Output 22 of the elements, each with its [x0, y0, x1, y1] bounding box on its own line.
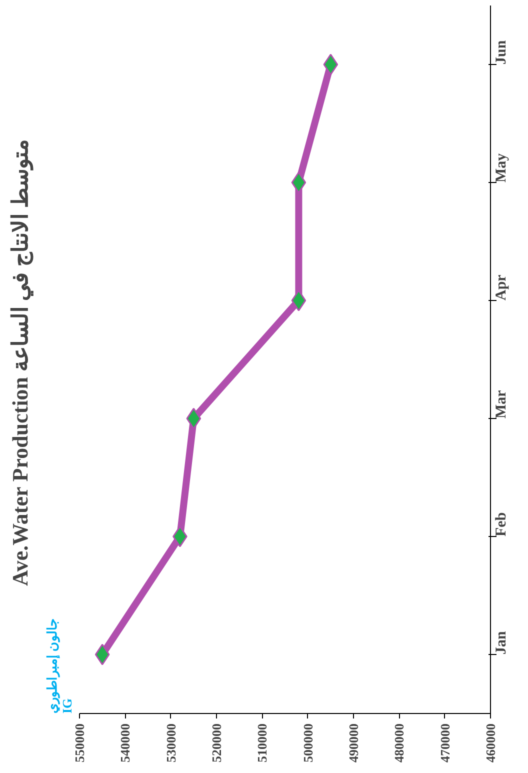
point: [323, 54, 338, 76]
x-tick-label: 550000: [72, 724, 87, 762]
y-tick-label: Feb: [494, 512, 510, 536]
point: [94, 644, 110, 666]
point: [291, 172, 306, 194]
point: [291, 290, 306, 312]
x-tick-label: 470000: [437, 724, 452, 762]
x-tick-label: 510000: [254, 724, 270, 762]
point: [186, 408, 202, 430]
x-tick-label: 480000: [392, 724, 407, 762]
x-tick-label: 490000: [346, 724, 361, 762]
y-tick-label: Mar: [494, 390, 510, 418]
x-tick-label: 520000: [209, 724, 224, 762]
x-tick-label: 500000: [300, 724, 316, 762]
x-tick-label: 530000: [163, 724, 178, 762]
y-tick-label: Apr: [494, 274, 510, 300]
x-tick-label: 540000: [118, 724, 133, 762]
y-tick-label: May: [494, 152, 510, 182]
text: Ave.Water Production متوسط الانتاج في الساعة: [8, 138, 34, 586]
y-tick-label: Jan: [494, 630, 510, 654]
y-tick-label: Jun: [494, 40, 510, 64]
x-tick-label: 460000: [483, 724, 498, 762]
